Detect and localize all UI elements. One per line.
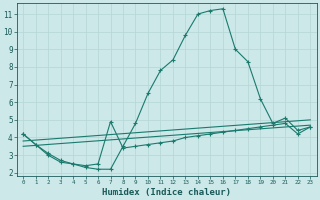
X-axis label: Humidex (Indice chaleur): Humidex (Indice chaleur) (102, 188, 231, 197)
